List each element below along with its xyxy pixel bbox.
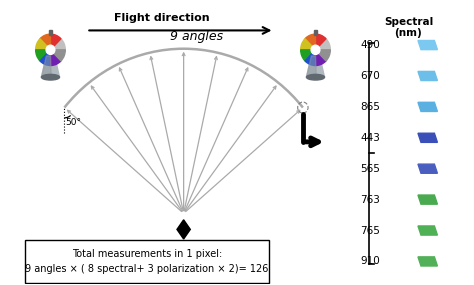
- Text: 765: 765: [361, 225, 380, 235]
- Text: 490: 490: [361, 40, 380, 50]
- Polygon shape: [307, 56, 316, 77]
- Polygon shape: [41, 56, 60, 77]
- Wedge shape: [50, 50, 61, 66]
- Wedge shape: [301, 50, 316, 61]
- Wedge shape: [50, 50, 65, 61]
- Ellipse shape: [307, 74, 325, 80]
- Text: 9 angles: 9 angles: [170, 30, 223, 43]
- Polygon shape: [41, 56, 51, 77]
- Polygon shape: [418, 164, 438, 173]
- Wedge shape: [40, 34, 50, 50]
- Bar: [314, 30, 317, 35]
- Text: 670: 670: [361, 71, 380, 81]
- Ellipse shape: [41, 74, 60, 80]
- Wedge shape: [316, 50, 330, 61]
- Wedge shape: [50, 39, 65, 50]
- Polygon shape: [307, 56, 325, 77]
- Text: 865: 865: [361, 102, 380, 112]
- Wedge shape: [316, 34, 326, 50]
- Text: 50°: 50°: [65, 118, 81, 127]
- Wedge shape: [305, 34, 316, 50]
- Wedge shape: [301, 39, 316, 50]
- Wedge shape: [305, 50, 316, 66]
- Polygon shape: [418, 133, 438, 142]
- FancyBboxPatch shape: [25, 240, 269, 283]
- Polygon shape: [418, 40, 438, 50]
- Wedge shape: [316, 50, 326, 66]
- Text: 443: 443: [361, 133, 380, 143]
- Wedge shape: [50, 34, 61, 50]
- Circle shape: [46, 45, 55, 54]
- Wedge shape: [316, 39, 330, 50]
- Wedge shape: [36, 50, 50, 61]
- Text: 910: 910: [361, 256, 380, 266]
- Polygon shape: [418, 226, 438, 235]
- Polygon shape: [418, 72, 438, 81]
- Circle shape: [311, 45, 320, 54]
- Text: 565: 565: [361, 164, 380, 174]
- Text: 763: 763: [361, 195, 380, 205]
- Polygon shape: [177, 220, 190, 239]
- Polygon shape: [418, 195, 438, 204]
- Text: Total measurements in 1 pixel:
9 angles × ( 8 spectral+ 3 polarization × 2)= 126: Total measurements in 1 pixel: 9 angles …: [25, 249, 268, 274]
- Text: Spectral
(nm): Spectral (nm): [384, 17, 433, 38]
- Polygon shape: [418, 102, 438, 111]
- Wedge shape: [36, 39, 50, 50]
- Polygon shape: [418, 257, 438, 266]
- Text: Flight direction: Flight direction: [114, 13, 210, 23]
- Wedge shape: [40, 50, 50, 66]
- Bar: [49, 30, 52, 35]
